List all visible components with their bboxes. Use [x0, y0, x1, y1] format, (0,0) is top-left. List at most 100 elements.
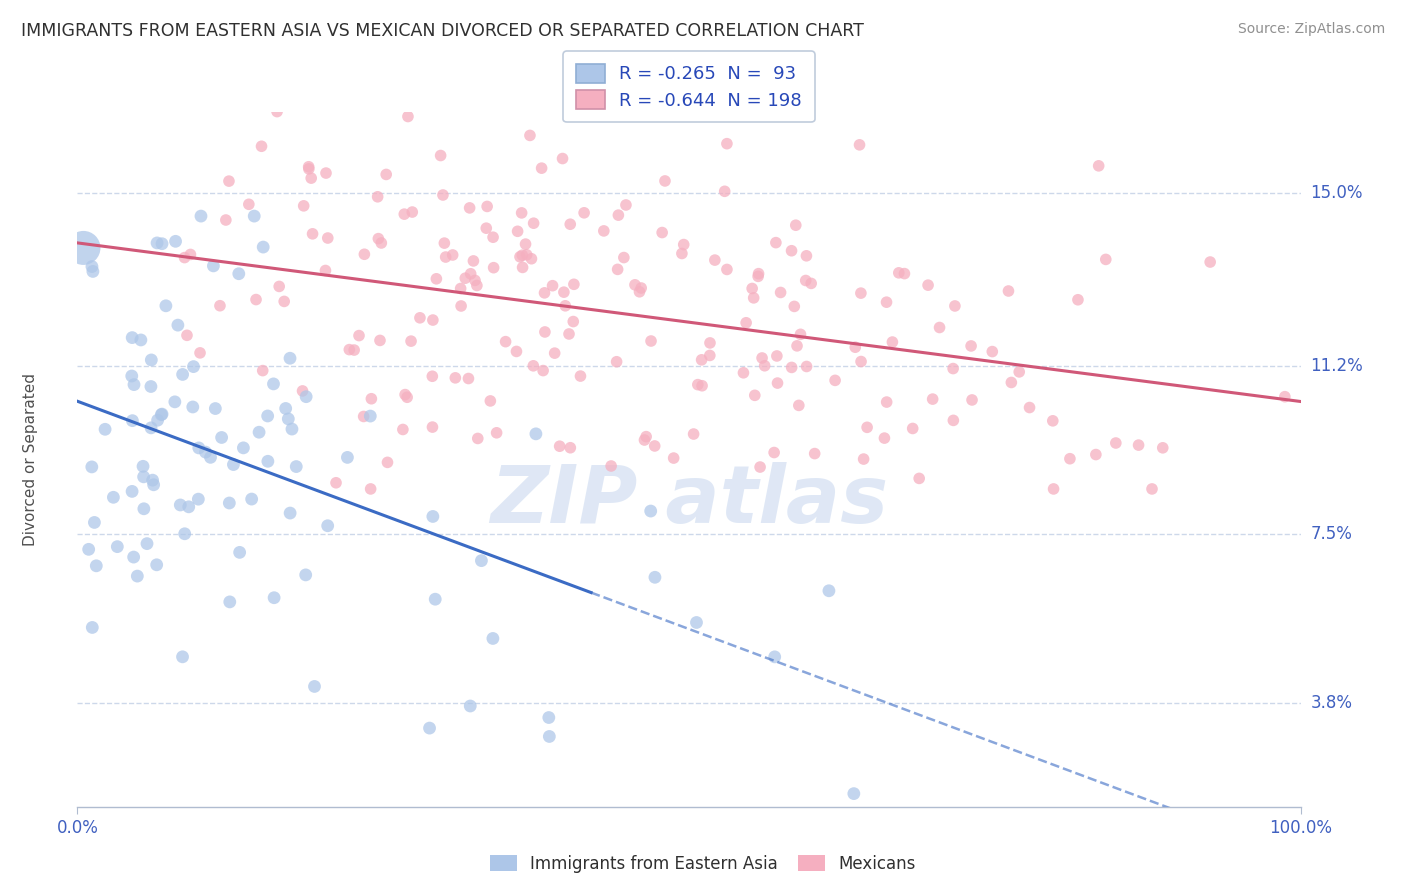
Point	[482, 230, 505, 244]
Point	[548, 439, 571, 453]
Point	[713, 184, 735, 198]
Point	[444, 371, 467, 385]
Point	[127, 569, 149, 583]
Point	[420, 369, 443, 384]
Point	[183, 359, 205, 374]
Text: Source: ZipAtlas.com: Source: ZipAtlas.com	[1237, 22, 1385, 37]
Point	[516, 248, 538, 262]
Point	[173, 526, 195, 541]
Point	[551, 152, 574, 166]
Point	[467, 432, 489, 446]
Point	[523, 216, 546, 230]
Point	[735, 316, 758, 330]
Point	[1042, 482, 1064, 496]
Point	[690, 352, 713, 367]
Point	[1084, 448, 1107, 462]
Point	[77, 542, 100, 557]
Point	[396, 390, 419, 404]
Point	[441, 248, 464, 262]
Point	[232, 441, 254, 455]
Point	[1067, 293, 1090, 307]
Point	[181, 400, 204, 414]
Point	[1094, 252, 1116, 267]
Point	[336, 450, 359, 465]
Point	[367, 190, 389, 204]
Point	[325, 475, 347, 490]
Point	[783, 300, 806, 314]
Point	[343, 343, 366, 357]
Point	[132, 501, 155, 516]
Point	[613, 251, 636, 265]
Point	[454, 271, 477, 285]
Text: 11.2%: 11.2%	[1310, 357, 1362, 376]
Point	[470, 554, 492, 568]
Point	[121, 369, 143, 384]
Point	[848, 137, 870, 152]
Legend: R = -0.265  N =  93, R = -0.644  N = 198: R = -0.265 N = 93, R = -0.644 N = 198	[564, 51, 814, 122]
Point	[887, 266, 910, 280]
Point	[465, 278, 488, 293]
Point	[150, 236, 173, 251]
Point	[780, 244, 803, 258]
Point	[228, 545, 250, 559]
Point	[298, 161, 321, 176]
Point	[316, 518, 339, 533]
Point	[425, 272, 447, 286]
Point	[394, 207, 416, 221]
Point	[569, 369, 592, 384]
Point	[292, 199, 315, 213]
Point	[997, 284, 1019, 298]
Point	[699, 335, 721, 350]
Point	[882, 334, 904, 349]
Point	[766, 376, 789, 390]
Point	[146, 235, 169, 250]
Point	[763, 649, 786, 664]
Point	[560, 217, 582, 231]
Point	[360, 392, 382, 406]
Point	[392, 422, 415, 436]
Point	[1152, 441, 1174, 455]
Point	[690, 378, 713, 392]
Point	[751, 351, 773, 365]
Point	[796, 249, 818, 263]
Point	[142, 477, 165, 491]
Point	[893, 267, 915, 281]
Point	[450, 299, 472, 313]
Point	[460, 267, 482, 281]
Point	[458, 201, 481, 215]
Point	[765, 235, 787, 250]
Point	[208, 299, 231, 313]
Point	[316, 231, 339, 245]
Point	[1008, 365, 1031, 379]
Point	[176, 328, 198, 343]
Point	[122, 377, 145, 392]
Point	[560, 441, 582, 455]
Point	[396, 110, 419, 124]
Point	[873, 431, 896, 445]
Point	[876, 395, 898, 409]
Text: 7.5%: 7.5%	[1310, 525, 1353, 543]
Point	[298, 160, 321, 174]
Point	[190, 209, 212, 223]
Point	[541, 278, 564, 293]
Point	[685, 615, 707, 630]
Point	[562, 314, 585, 328]
Point	[506, 224, 529, 238]
Point	[347, 328, 370, 343]
Point	[433, 236, 456, 251]
Point	[960, 392, 983, 407]
Point	[401, 205, 423, 219]
Point	[849, 286, 872, 301]
Point	[240, 491, 263, 506]
Point	[263, 591, 285, 605]
Point	[537, 710, 560, 724]
Point	[129, 333, 152, 347]
Point	[1199, 255, 1222, 269]
Point	[943, 299, 966, 313]
Point	[274, 401, 297, 416]
Point	[606, 355, 628, 369]
Point	[422, 509, 444, 524]
Point	[510, 206, 533, 220]
Point	[273, 294, 295, 309]
Point	[733, 366, 755, 380]
